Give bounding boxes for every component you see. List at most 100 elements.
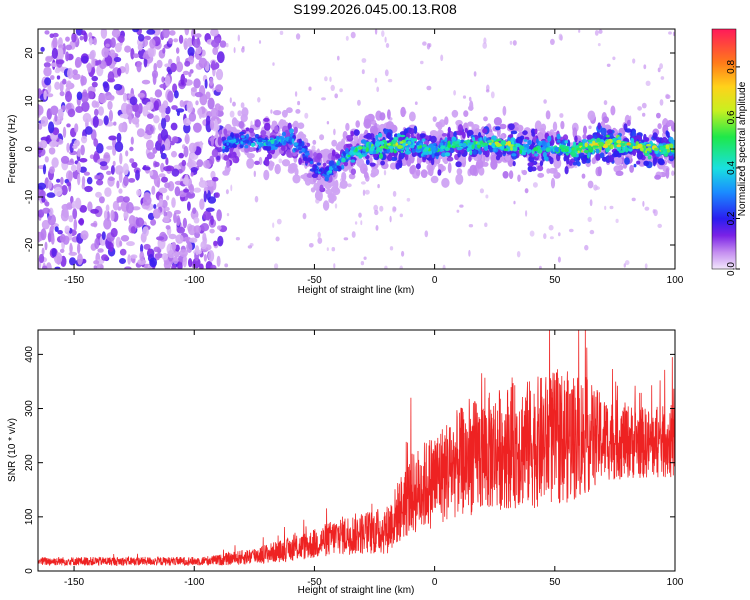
signal-blob <box>629 164 634 173</box>
signal-blob <box>328 194 337 202</box>
noise-blob <box>61 185 68 196</box>
noise-blob <box>45 56 53 63</box>
speckle-blob <box>532 182 538 188</box>
signal-blob <box>549 146 555 149</box>
noise-blob <box>183 117 192 126</box>
noise-blob <box>69 242 73 254</box>
speckle-blob <box>615 218 619 223</box>
noise-blob <box>138 34 145 42</box>
signal-blob <box>380 160 385 166</box>
signal-blob <box>581 158 587 164</box>
signal-blob <box>264 137 268 141</box>
noise-blob <box>118 122 126 133</box>
speckle-blob <box>473 71 477 77</box>
noise-blob <box>51 248 57 257</box>
signal-blob <box>469 100 474 111</box>
speckle-blob <box>272 62 275 66</box>
noise-blob <box>218 105 224 112</box>
signal-blob <box>454 141 460 144</box>
signal-blob <box>311 173 318 178</box>
signal-blob <box>256 147 260 151</box>
x-tick-label: 50 <box>549 577 561 588</box>
signal-blob <box>421 138 426 142</box>
speckle-blob <box>360 220 363 226</box>
noise-blob <box>194 245 200 256</box>
signal-blob <box>408 128 415 135</box>
noise-blob <box>154 161 160 168</box>
noise-blob <box>211 60 216 71</box>
signal-blob <box>312 176 317 183</box>
noise-blob <box>59 233 66 243</box>
noise-blob <box>113 56 122 63</box>
noise-blob <box>188 258 193 268</box>
noise-blob <box>108 177 115 181</box>
signal-blob <box>593 145 599 148</box>
noise-blob <box>98 93 107 104</box>
noise-blob <box>61 203 70 211</box>
speckle-blob <box>374 209 379 216</box>
speckle-blob <box>385 43 390 48</box>
noise-blob <box>189 183 195 194</box>
noise-blob <box>80 75 87 86</box>
speckle-blob <box>360 181 366 185</box>
signal-blob <box>288 163 297 172</box>
signal-blob <box>420 153 424 157</box>
colorbar-tick-label: 0.0 <box>726 262 737 276</box>
noise-blob <box>68 171 73 183</box>
signal-blob <box>541 140 546 147</box>
signal-blob <box>314 165 318 169</box>
noise-blob <box>217 235 224 247</box>
noise-blob <box>73 219 78 231</box>
speckle-blob <box>513 200 516 205</box>
signal-blob <box>341 171 347 182</box>
noise-blob <box>113 121 117 126</box>
speckle-blob <box>392 206 397 212</box>
speckle-blob <box>377 184 380 189</box>
noise-blob <box>147 248 152 254</box>
signal-blob <box>433 151 436 154</box>
y-tick-label: -20 <box>24 237 35 252</box>
signal-blob <box>523 139 528 142</box>
signal-blob <box>537 149 543 154</box>
noise-blob <box>182 255 187 268</box>
noise-blob <box>123 210 129 220</box>
x-tick-label: 0 <box>432 577 438 588</box>
signal-blob <box>581 173 586 179</box>
noise-blob <box>175 234 184 244</box>
noise-blob <box>93 260 100 265</box>
speckle-blob <box>308 243 314 248</box>
signal-blob <box>469 164 478 176</box>
speckle-blob <box>401 250 405 257</box>
noise-blob <box>49 166 55 174</box>
signal-blob <box>632 149 637 157</box>
signal-blob <box>626 119 631 127</box>
signal-blob <box>479 140 484 145</box>
signal-blob <box>463 110 469 117</box>
signal-blob <box>647 155 652 160</box>
noise-blob <box>139 251 145 262</box>
signal-blob <box>437 169 442 176</box>
signal-blob <box>293 148 297 152</box>
noise-blob <box>65 91 72 103</box>
colorbar-frame <box>711 28 737 270</box>
noise-blob <box>205 115 211 126</box>
speckle-blob <box>659 63 663 70</box>
signal-blob <box>547 135 552 142</box>
signal-blob <box>318 168 323 172</box>
signal-blob <box>633 163 637 168</box>
signal-blob <box>566 157 570 165</box>
noise-blob <box>125 202 134 214</box>
signal-blob <box>365 147 369 152</box>
noise-blob <box>48 147 56 155</box>
noise-blob <box>93 138 99 147</box>
x-tick-label: -100 <box>184 275 204 286</box>
noise-blob <box>46 93 54 98</box>
noise-blob <box>76 91 83 101</box>
signal-blob <box>616 144 622 148</box>
snr-x-axis-label: Height of straight line (km) <box>298 585 415 596</box>
speckle-blob <box>329 76 332 82</box>
signal-blob <box>471 144 475 149</box>
noise-blob <box>126 241 135 247</box>
signal-blob <box>229 146 234 155</box>
signal-blob <box>440 145 446 150</box>
